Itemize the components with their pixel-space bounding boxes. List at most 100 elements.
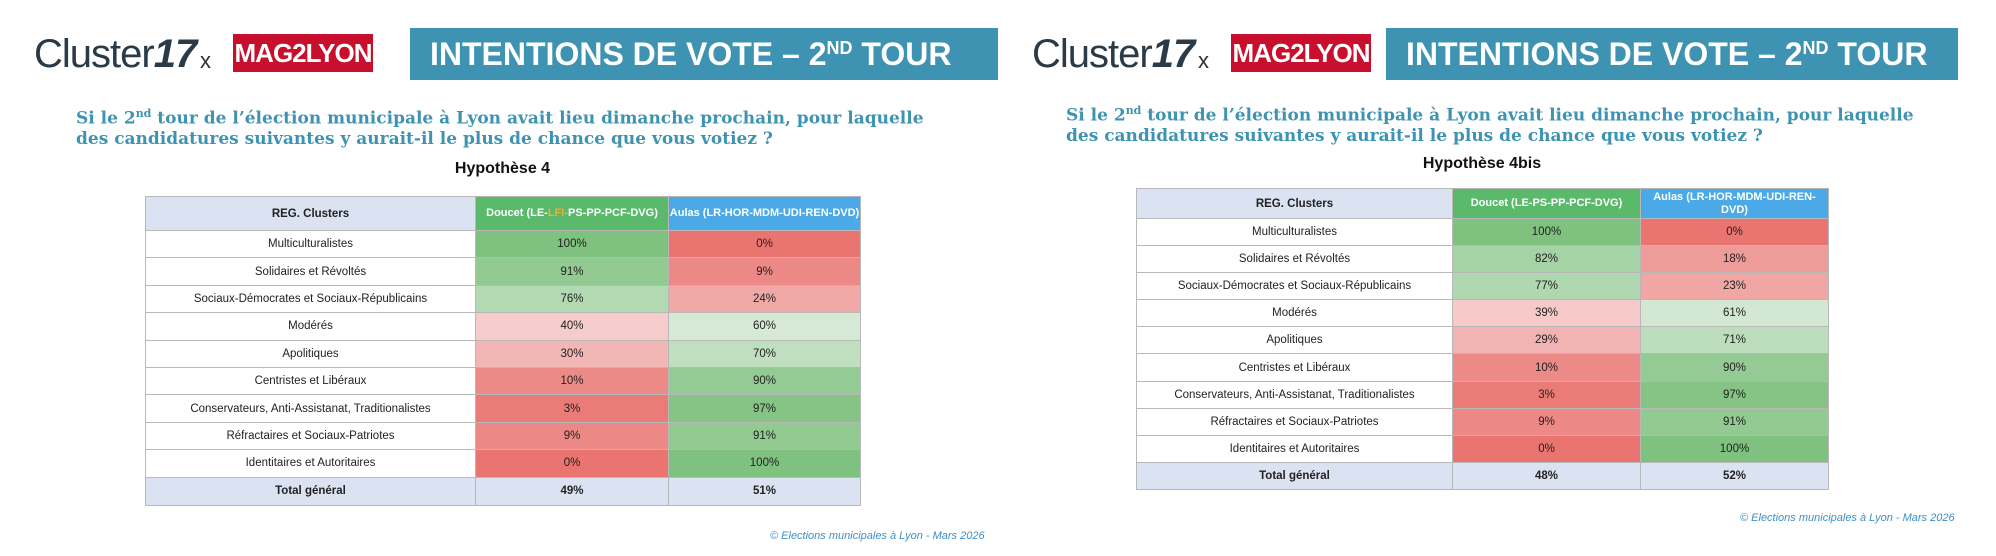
aulas-cell: 0% <box>668 229 861 259</box>
total-doucet: 48% <box>1452 461 1641 490</box>
aulas-cell: 71% <box>1640 326 1829 355</box>
total-aulas: 51% <box>668 476 861 506</box>
aulas-cell: 90% <box>668 366 861 396</box>
cluster-cell: Identitaires et Autoritaires <box>145 449 476 478</box>
table-title: Hypothèse 4bis <box>1422 155 1542 172</box>
results-table: REG. Clusters Doucet (LE-PS-PP-PCF-DVG) … <box>1136 188 1829 490</box>
table-row: Multiculturalistes 100% 0% <box>145 229 861 259</box>
aulas-cell: 9% <box>668 257 861 286</box>
table-row: Apolitiques 29% 71% <box>1136 326 1829 355</box>
banner-title: INTENTIONS DE VOTE – 2ND TOUR <box>410 28 998 80</box>
doucet-cell: 29% <box>1452 326 1641 355</box>
cluster-cell: Identitaires et Autoritaires <box>1136 434 1453 463</box>
aulas-cell: 70% <box>668 339 861 368</box>
doucet-cell: 10% <box>1452 353 1641 382</box>
doucet-cell: 100% <box>475 229 669 259</box>
doucet-cell: 39% <box>1452 299 1641 328</box>
doucet-cell: 100% <box>1452 217 1641 247</box>
header-doucet: Doucet (LE-LFI-PS-PP-PCF-DVG) <box>475 196 669 231</box>
table-row: Solidaires et Révoltés 91% 9% <box>145 257 861 286</box>
credit-note: © Elections municipales à Lyon - Mars 20… <box>770 530 985 542</box>
cluster-cell: Conservateurs, Anti-Assistanat, Traditio… <box>145 394 476 423</box>
cluster-cell: Sociaux-Démocrates et Sociaux-Républicai… <box>145 284 476 314</box>
cluster-cell: Solidaires et Révoltés <box>1136 245 1453 274</box>
aulas-cell: 90% <box>1640 353 1829 382</box>
doucet-cell: 3% <box>1452 380 1641 409</box>
cluster-cell: Solidaires et Révoltés <box>145 257 476 286</box>
banner-title: INTENTIONS DE VOTE – 2ND TOUR <box>1386 28 1958 80</box>
doucet-cell: 82% <box>1452 245 1641 274</box>
doucet-cell: 40% <box>475 312 669 341</box>
table-header-row: REG. Clusters Doucet (LE-PS-PP-PCF-DVG) … <box>1136 188 1829 219</box>
cluster-cell: Réfractaires et Sociaux-Patriotes <box>145 421 476 451</box>
aulas-cell: 60% <box>668 312 861 341</box>
table-row: Identitaires et Autoritaires 0% 100% <box>1136 434 1829 463</box>
survey-question: Si le 2nd tour de l’élection municipale … <box>1066 104 1914 146</box>
total-label: Total général <box>145 476 476 506</box>
total-doucet: 49% <box>475 476 669 506</box>
total-label: Total général <box>1136 461 1453 490</box>
cluster-cell: Apolitiques <box>1136 326 1453 355</box>
table-title: Hypothèse 4 <box>454 160 551 177</box>
doucet-cell: 0% <box>475 449 669 478</box>
logo-separator: x <box>1198 48 1209 73</box>
cluster-cell: Centristes et Libéraux <box>1136 353 1453 382</box>
header-aulas: Aulas (LR-HOR-MDM-UDI-REN-DVD) <box>1640 188 1829 219</box>
survey-question: Si le 2nd tour de l’élection municipale … <box>76 107 924 149</box>
aulas-cell: 100% <box>1640 434 1829 463</box>
cluster17-logo: Cluster17 <box>1032 32 1195 76</box>
table-header-row: REG. Clusters Doucet (LE-LFI-PS-PP-PCF-D… <box>145 196 861 231</box>
aulas-cell: 91% <box>668 421 861 451</box>
table-row: Réfractaires et Sociaux-Patriotes 9% 91% <box>145 421 861 451</box>
cluster-cell: Multiculturalistes <box>145 229 476 259</box>
aulas-cell: 97% <box>1640 380 1829 409</box>
mag2lyon-logo: MAG2LYON <box>233 34 373 72</box>
aulas-cell: 97% <box>668 394 861 423</box>
aulas-cell: 100% <box>668 449 861 478</box>
doucet-cell: 9% <box>1452 407 1641 436</box>
panel-hypothesis-4bis: Cluster17 x MAG2LYON INTENTIONS DE VOTE … <box>998 0 1996 556</box>
table-row: Centristes et Libéraux 10% 90% <box>145 366 861 396</box>
doucet-cell: 76% <box>475 284 669 314</box>
table-row: Identitaires et Autoritaires 0% 100% <box>145 449 861 478</box>
cluster-cell: Sociaux-Démocrates et Sociaux-Républicai… <box>1136 272 1453 301</box>
table-row: Solidaires et Révoltés 82% 18% <box>1136 245 1829 274</box>
logo-separator: x <box>200 48 211 73</box>
header-aulas: Aulas (LR-HOR-MDM-UDI-REN-DVD) <box>668 196 861 231</box>
panel-hypothesis-4: Cluster17 x MAG2LYON INTENTIONS DE VOTE … <box>34 28 998 542</box>
cluster-cell: Modérés <box>145 312 476 341</box>
doucet-cell: 0% <box>1452 434 1641 463</box>
header-clusters: REG. Clusters <box>145 196 476 231</box>
cluster17-logo: Cluster17 <box>34 32 197 76</box>
table-row: Sociaux-Démocrates et Sociaux-Républicai… <box>145 284 861 314</box>
table-row: Réfractaires et Sociaux-Patriotes 9% 91% <box>1136 407 1829 436</box>
table-row: Centristes et Libéraux 10% 90% <box>1136 353 1829 382</box>
table-row: Modérés 40% 60% <box>145 312 861 341</box>
total-aulas: 52% <box>1640 461 1829 490</box>
total-row: Total général 49% 51% <box>145 476 861 506</box>
doucet-cell: 30% <box>475 339 669 368</box>
credit-note: © Elections municipales à Lyon - Mars 20… <box>1740 512 1955 524</box>
cluster-cell: Multiculturalistes <box>1136 217 1453 247</box>
doucet-cell: 10% <box>475 366 669 396</box>
doucet-cell: 91% <box>475 257 669 286</box>
doucet-cell: 3% <box>475 394 669 423</box>
table-row: Apolitiques 30% 70% <box>145 339 861 368</box>
table-row: Conservateurs, Anti-Assistanat, Traditio… <box>145 394 861 423</box>
aulas-cell: 18% <box>1640 245 1829 274</box>
aulas-cell: 0% <box>1640 217 1829 247</box>
aulas-cell: 61% <box>1640 299 1829 328</box>
doucet-cell: 9% <box>475 421 669 451</box>
cluster-cell: Centristes et Libéraux <box>145 366 476 396</box>
cluster-cell: Réfractaires et Sociaux-Patriotes <box>1136 407 1453 436</box>
table-row: Sociaux-Démocrates et Sociaux-Républicai… <box>1136 272 1829 301</box>
aulas-cell: 24% <box>668 284 861 314</box>
mag2lyon-logo: MAG2LYON <box>1231 34 1371 72</box>
table-row: Multiculturalistes 100% 0% <box>1136 217 1829 247</box>
table-row: Conservateurs, Anti-Assistanat, Traditio… <box>1136 380 1829 409</box>
cluster-cell: Conservateurs, Anti-Assistanat, Traditio… <box>1136 380 1453 409</box>
table-row: Modérés 39% 61% <box>1136 299 1829 328</box>
header-clusters: REG. Clusters <box>1136 188 1453 219</box>
cluster-cell: Apolitiques <box>145 339 476 368</box>
total-row: Total général 48% 52% <box>1136 461 1829 490</box>
